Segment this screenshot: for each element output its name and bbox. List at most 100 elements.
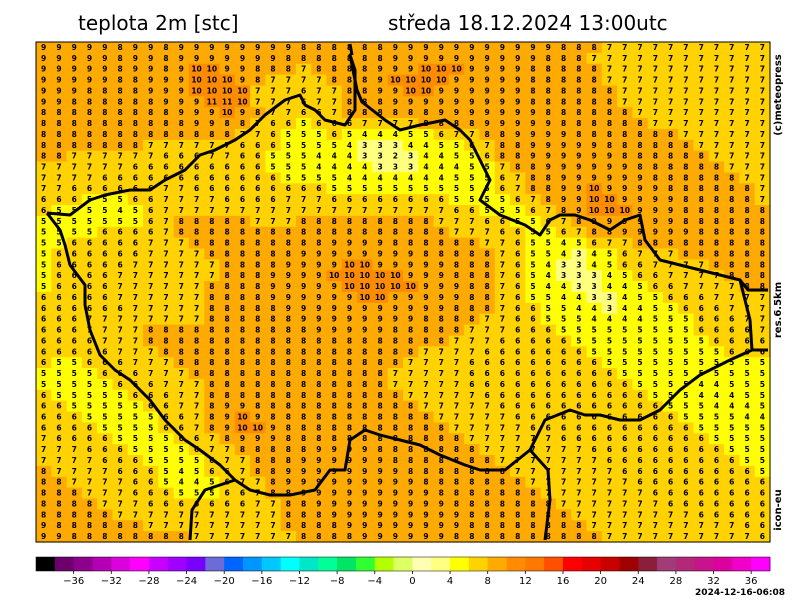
- temperature-value: 6: [530, 206, 535, 215]
- temperature-value: 9: [102, 76, 107, 85]
- temperature-value: 7: [332, 206, 337, 215]
- temperature-value: 6: [699, 467, 704, 476]
- temperature-value: 4: [423, 141, 428, 150]
- temperature-value: 10: [436, 65, 446, 74]
- temperature-value: 7: [209, 521, 214, 530]
- temperature-value: 8: [72, 97, 77, 106]
- temperature-value: 6: [714, 499, 719, 508]
- temperature-value: 10: [237, 423, 247, 432]
- temperature-value: 8: [225, 119, 230, 128]
- temperature-value: 5: [683, 358, 688, 367]
- temperature-value: 10: [375, 293, 385, 302]
- temperature-cell: [586, 85, 603, 97]
- temperature-value: 5: [87, 369, 92, 378]
- temperature-cell: [662, 389, 679, 402]
- temperature-cell: [586, 42, 603, 54]
- temperature-cell: [81, 42, 98, 54]
- temperature-value: 8: [87, 130, 92, 139]
- temperature-cell: [647, 335, 664, 347]
- temperature-value: 7: [561, 499, 566, 508]
- temperature-cell: [112, 42, 129, 54]
- temperature-cell: [555, 292, 572, 304]
- temperature-cell: [326, 205, 343, 217]
- temperature-value: 6: [56, 282, 61, 291]
- temperature-value: 5: [347, 184, 352, 193]
- temperature-cell: [188, 205, 205, 217]
- temperature-cell: [265, 205, 282, 217]
- temperature-value: 5: [530, 282, 535, 291]
- temperature-value: 8: [423, 478, 428, 487]
- temperature-value: 7: [454, 380, 459, 389]
- temperature-cell: [341, 237, 358, 250]
- temperature-cell: [97, 487, 114, 500]
- temperature-cell: [739, 215, 756, 228]
- temperature-cell: [754, 476, 771, 489]
- temperature-value: 8: [255, 369, 260, 378]
- temperature-cell: [36, 107, 52, 119]
- temperature-value: 8: [423, 326, 428, 335]
- temperature-cell: [341, 96, 358, 108]
- temperature-value: 6: [469, 206, 474, 215]
- temperature-cell: [555, 357, 572, 369]
- temperature-cell: [357, 259, 374, 271]
- temperature-cell: [311, 42, 328, 54]
- temperature-cell: [540, 378, 557, 391]
- temperature-value: 6: [699, 489, 704, 498]
- temperature-cell: [662, 465, 679, 478]
- temperature-value: 8: [209, 315, 214, 324]
- temperature-cell: [433, 150, 450, 163]
- temperature-cell: [479, 237, 496, 250]
- temperature-cell: [632, 226, 649, 239]
- temperature-cell: [127, 476, 144, 489]
- temperature-cell: [647, 368, 664, 380]
- temperature-value: 7: [668, 43, 673, 52]
- temperature-value: 7: [316, 86, 321, 95]
- temperature-value: 3: [592, 293, 597, 302]
- temperature-value: 6: [592, 358, 597, 367]
- temperature-cell: [693, 520, 710, 532]
- temperature-value: 9: [41, 65, 46, 74]
- temperature-cell: [418, 465, 435, 478]
- temperature-cell: [586, 226, 603, 239]
- temperature-cell: [341, 270, 358, 282]
- temperature-value: 8: [668, 239, 673, 248]
- temperature-cell: [173, 400, 190, 413]
- temperature-cell: [250, 74, 266, 87]
- temperature-cell: [617, 118, 633, 130]
- temperature-cell: [724, 422, 741, 434]
- temperature-cell: [112, 248, 129, 260]
- temperature-value: 7: [484, 336, 489, 345]
- temperature-cell: [295, 42, 312, 54]
- temperature-value: 7: [316, 76, 321, 85]
- temperature-cell: [571, 378, 588, 391]
- temperature-value: 9: [377, 86, 382, 95]
- temperature-value: 7: [622, 521, 627, 530]
- temperature-value: 9: [377, 456, 382, 465]
- temperature-value: 10: [604, 195, 614, 204]
- temperature-cell: [510, 400, 526, 413]
- temperature-value: 7: [714, 76, 719, 85]
- temperature-value: 5: [56, 380, 61, 389]
- temperature-cell: [280, 150, 297, 163]
- temperature-cell: [693, 531, 710, 543]
- temperature-value: 5: [607, 347, 612, 356]
- temperature-cell: [357, 465, 374, 478]
- temperature-value: 6: [744, 326, 749, 335]
- temperature-value: 7: [286, 76, 291, 85]
- temperature-cell: [295, 509, 312, 521]
- temperature-value: 7: [133, 347, 138, 356]
- temperature-value: 9: [148, 76, 153, 85]
- temperature-value: 8: [301, 347, 306, 356]
- temperature-cell: [97, 42, 114, 54]
- temperature-value: 8: [377, 391, 382, 400]
- temperature-cell: [341, 150, 358, 163]
- temperature-value: 9: [316, 499, 321, 508]
- temperature-value: 10: [405, 86, 415, 95]
- temperature-cell: [311, 335, 328, 347]
- temperature-cell: [66, 324, 83, 337]
- temperature-value: 6: [622, 380, 627, 389]
- temperature-cell: [708, 107, 725, 119]
- temperature-cell: [127, 118, 144, 130]
- temperature-cell: [295, 74, 312, 87]
- temperature-cell: [479, 411, 496, 424]
